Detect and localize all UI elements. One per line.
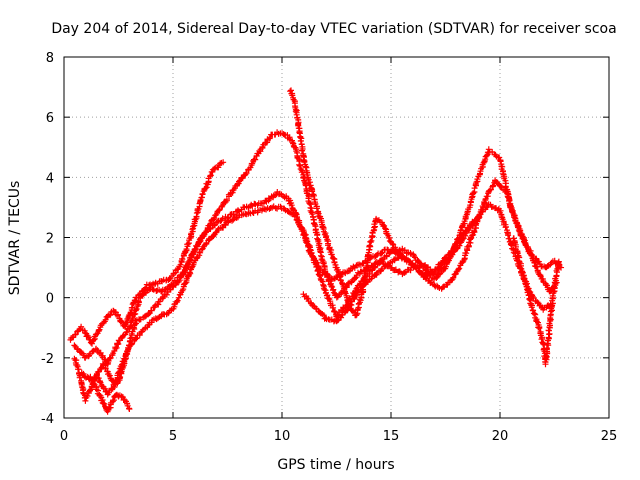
marker-trail bbox=[300, 213, 482, 325]
series-track-e bbox=[287, 87, 405, 319]
x-tick-label: 0 bbox=[60, 429, 68, 444]
data-marks bbox=[67, 87, 565, 415]
x-tick-label: 20 bbox=[492, 429, 509, 444]
x-tick-label: 5 bbox=[169, 429, 177, 444]
y-tick-label: -2 bbox=[41, 352, 54, 367]
y-tick-label: -4 bbox=[41, 412, 54, 427]
marker-trail bbox=[510, 235, 562, 368]
marker-trail bbox=[287, 87, 405, 319]
axis-ticks: 0 5 10 15 20 25 -4 -2 0 2 4 6 8 bbox=[41, 51, 617, 444]
marker-trail bbox=[87, 373, 133, 415]
y-tick-label: 0 bbox=[46, 292, 54, 307]
grid bbox=[64, 57, 609, 418]
chart-title: Day 204 of 2014, Sidereal Day-to-day VTE… bbox=[51, 21, 616, 37]
y-tick-label: 4 bbox=[46, 171, 54, 186]
x-tick-label: 25 bbox=[601, 429, 618, 444]
series-track-g bbox=[87, 373, 133, 415]
x-tick-label: 15 bbox=[383, 429, 400, 444]
series-track-h bbox=[510, 235, 562, 368]
x-tick-label: 10 bbox=[274, 429, 291, 444]
y-tick-label: 2 bbox=[46, 232, 54, 247]
y-axis-title: SDTVAR / TECUs bbox=[7, 181, 23, 296]
series-track-b bbox=[71, 129, 565, 368]
y-tick-label: 8 bbox=[46, 51, 54, 66]
x-axis-title: GPS time / hours bbox=[277, 457, 394, 473]
y-tick-label: 6 bbox=[46, 111, 54, 126]
series-track-f bbox=[300, 213, 482, 325]
marker-trail bbox=[71, 129, 565, 368]
